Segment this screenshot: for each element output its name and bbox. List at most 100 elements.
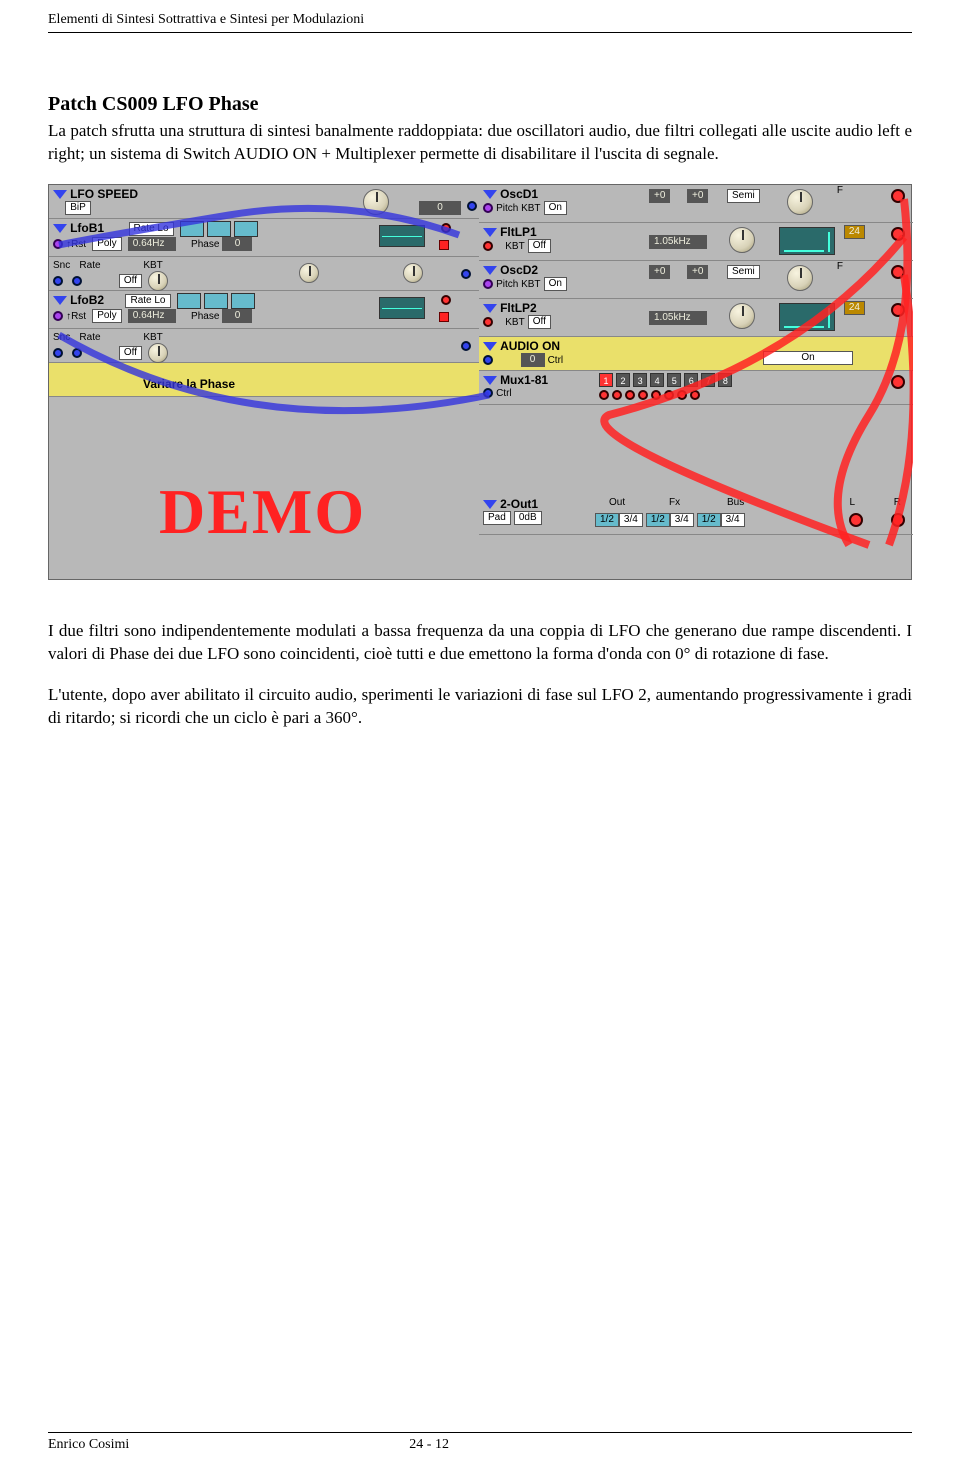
wave-saw-icon[interactable] — [231, 293, 255, 309]
fltlp1-res[interactable]: 24 — [844, 225, 865, 239]
lfob2-kbt[interactable]: Off — [119, 346, 142, 360]
expand-icon[interactable] — [483, 376, 497, 385]
fltlp1-kbt[interactable]: Off — [528, 239, 551, 253]
route-3[interactable]: 3/4 — [670, 513, 694, 527]
rst-jack[interactable] — [53, 311, 63, 321]
snc-jack[interactable] — [53, 276, 63, 286]
mux-in2[interactable] — [612, 390, 622, 400]
rate-jack[interactable] — [72, 276, 82, 286]
expand-icon[interactable] — [483, 266, 497, 275]
oscd2-fine[interactable]: +0 — [687, 265, 708, 279]
expand-icon[interactable] — [483, 500, 497, 509]
out-db[interactable]: 0dB — [514, 511, 542, 525]
audio-on-state[interactable]: On — [763, 351, 853, 365]
rate-jack[interactable] — [72, 348, 82, 358]
lfob2-poly[interactable]: Poly — [92, 309, 121, 323]
expand-icon[interactable] — [53, 224, 67, 233]
mux-in6[interactable] — [664, 390, 674, 400]
mux-3[interactable]: 3 — [633, 373, 647, 387]
lfob1-knob2[interactable] — [299, 263, 319, 283]
lfob1-out2[interactable] — [461, 269, 471, 279]
oscd1-out[interactable] — [891, 189, 905, 203]
audio-on-val[interactable]: 0 — [521, 353, 545, 367]
wave-saw-icon[interactable] — [234, 221, 258, 237]
route-2[interactable]: 1/2 — [646, 513, 670, 527]
oscd2-pitch-kbt[interactable]: On — [544, 277, 567, 291]
fltlp2-knob[interactable] — [729, 303, 755, 329]
lfob2-rate-mode[interactable]: Rate Lo — [125, 294, 170, 308]
lfob2-phase[interactable]: 0 — [222, 309, 252, 323]
expand-icon[interactable] — [483, 304, 497, 313]
mux-7[interactable]: 7 — [701, 373, 715, 387]
mux-in8[interactable] — [690, 390, 700, 400]
lfob1-kbt-knob[interactable] — [148, 271, 168, 291]
module-2out1: 2-Out1 Out Fx Bus L R Pad 0dB 1/23/4 1/2… — [479, 495, 913, 535]
route-5[interactable]: 3/4 — [721, 513, 745, 527]
out-pad[interactable]: Pad — [483, 511, 511, 525]
oscd1-fine[interactable]: +0 — [687, 189, 708, 203]
mux-in3[interactable] — [625, 390, 635, 400]
fltlp2-out[interactable] — [891, 303, 905, 317]
oscd2-knob[interactable] — [787, 265, 813, 291]
lfo-speed-mode[interactable]: BiP — [65, 201, 91, 215]
fltlp1-knob[interactable] — [729, 227, 755, 253]
lfob1-phase[interactable]: 0 — [222, 237, 252, 251]
mux-5[interactable]: 5 — [667, 373, 681, 387]
mux-ctrl-jack[interactable] — [483, 388, 493, 398]
mux-in5[interactable] — [651, 390, 661, 400]
oscd1-semi[interactable]: Semi — [727, 189, 760, 203]
route-1[interactable]: 3/4 — [619, 513, 643, 527]
lfo-speed-out-jack[interactable] — [467, 201, 477, 211]
mux-1[interactable]: 1 — [599, 373, 613, 387]
pitch-jack[interactable] — [483, 203, 493, 213]
snc-jack[interactable] — [53, 348, 63, 358]
mux-out[interactable] — [891, 375, 905, 389]
mux-2[interactable]: 2 — [616, 373, 630, 387]
mux-6[interactable]: 6 — [684, 373, 698, 387]
lfob2-out-jack[interactable] — [441, 295, 451, 305]
mux-in1[interactable] — [599, 390, 609, 400]
out-r-jack[interactable] — [891, 513, 905, 527]
expand-icon[interactable] — [483, 342, 497, 351]
audio-on-jack[interactable] — [483, 355, 493, 365]
route-0[interactable]: 1/2 — [595, 513, 619, 527]
wave-tri-icon[interactable] — [204, 293, 228, 309]
route-4[interactable]: 1/2 — [697, 513, 721, 527]
lfob1-knob3[interactable] — [403, 263, 423, 283]
wave-tri-icon[interactable] — [207, 221, 231, 237]
lfob1-out-jack[interactable] — [441, 223, 451, 233]
mux-in4[interactable] — [638, 390, 648, 400]
wave-sine-icon[interactable] — [180, 221, 204, 237]
out-l: L — [849, 497, 855, 508]
pitch-jack[interactable] — [483, 279, 493, 289]
expand-icon[interactable] — [53, 296, 67, 305]
variare-row: Variare la Phase — [49, 363, 479, 397]
lfob2-kbt-knob[interactable] — [148, 343, 168, 363]
oscd2-coarse[interactable]: +0 — [649, 265, 670, 279]
mux-4[interactable]: 4 — [650, 373, 664, 387]
lfob1-kbt[interactable]: Off — [119, 274, 142, 288]
expand-icon[interactable] — [53, 190, 67, 199]
oscd2-semi[interactable]: Semi — [727, 265, 760, 279]
out-l-jack[interactable] — [849, 513, 863, 527]
fltlp2-in[interactable] — [483, 317, 493, 327]
oscd1-pitch-kbt[interactable]: On — [544, 201, 567, 215]
fltlp2-res[interactable]: 24 — [844, 301, 865, 315]
fltlp2-kbt[interactable]: Off — [528, 315, 551, 329]
expand-icon[interactable] — [483, 228, 497, 237]
oscd1-pitch-label: Pitch KBT — [496, 203, 540, 214]
lfob2-out2[interactable] — [461, 341, 471, 351]
mux-8[interactable]: 8 — [718, 373, 732, 387]
oscd2-out[interactable] — [891, 265, 905, 279]
wave-sine-icon[interactable] — [177, 293, 201, 309]
fltlp1-in[interactable] — [483, 241, 493, 251]
mux-in7[interactable] — [677, 390, 687, 400]
expand-icon[interactable] — [483, 190, 497, 199]
lfob1-poly[interactable]: Poly — [92, 237, 121, 251]
rst-jack[interactable] — [53, 239, 63, 249]
oscd1-knob[interactable] — [787, 189, 813, 215]
lfob1-rate-mode[interactable]: Rate Lo — [129, 222, 174, 236]
fltlp1-out[interactable] — [891, 227, 905, 241]
lfo-speed-knob[interactable] — [363, 189, 389, 215]
oscd1-coarse[interactable]: +0 — [649, 189, 670, 203]
